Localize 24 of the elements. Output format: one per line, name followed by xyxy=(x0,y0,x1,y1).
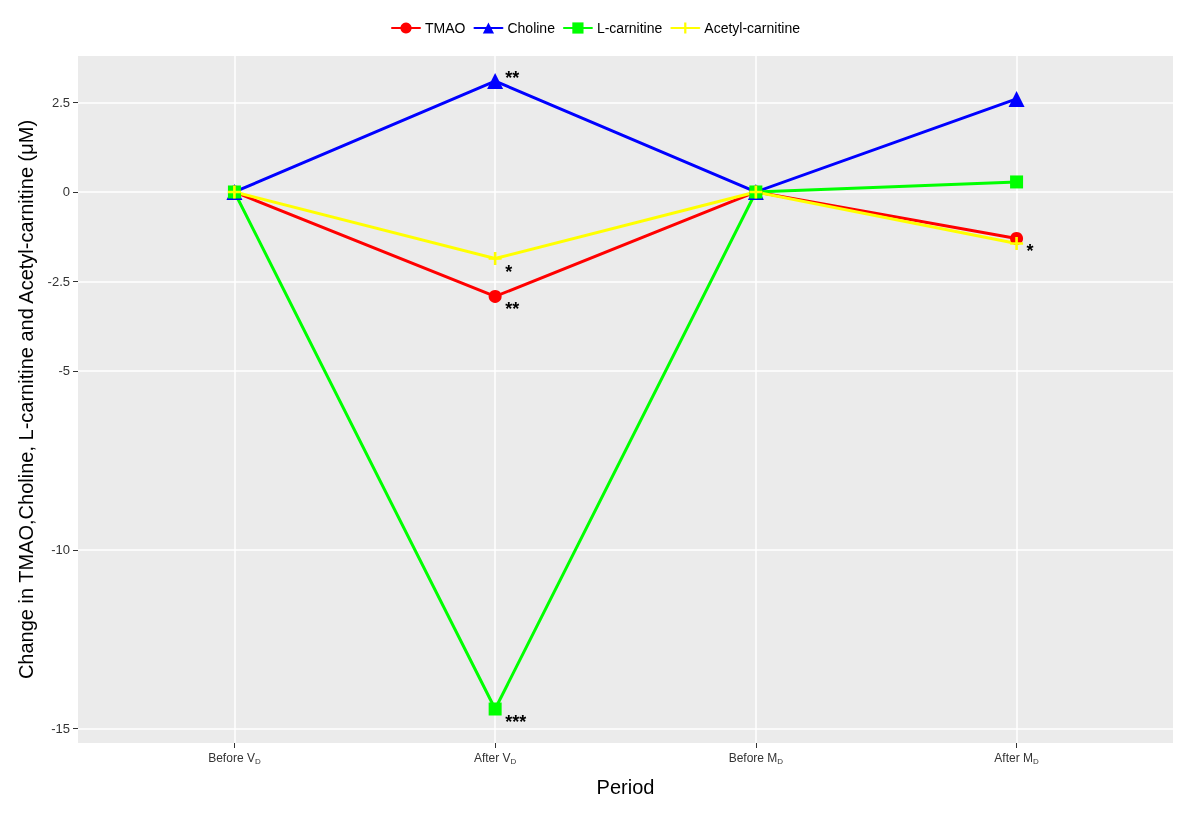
y-tick-label: -15 xyxy=(51,721,70,737)
annotation: ** xyxy=(505,299,520,320)
point xyxy=(1010,236,1024,250)
y-tick-label: -2.5 xyxy=(47,273,70,289)
point xyxy=(488,289,502,303)
y-tick-label: -10 xyxy=(51,542,70,558)
y-tick-label: -5 xyxy=(58,363,70,379)
point xyxy=(1010,175,1024,189)
legend-label: TMAO xyxy=(425,20,466,36)
point xyxy=(1008,90,1025,107)
point xyxy=(488,702,502,716)
point xyxy=(487,73,504,90)
annotation: * xyxy=(505,261,513,282)
legend-label: Choline xyxy=(507,20,556,36)
legend-label: L-carnitine xyxy=(596,20,663,36)
annotation: * xyxy=(1026,241,1034,262)
x-axis-title: Period xyxy=(596,776,655,798)
y-tick-label: 0 xyxy=(62,184,70,200)
y-tick-label: 2.5 xyxy=(51,95,70,111)
legend-label: Acetyl-carnitine xyxy=(704,20,801,36)
y-axis-title: Change in TMAO,Choline, L-carnitine and Acetyl-carnitine (μM) xyxy=(15,119,37,680)
point xyxy=(488,252,502,266)
annotation: *** xyxy=(505,712,527,733)
annotation: ** xyxy=(505,68,520,89)
